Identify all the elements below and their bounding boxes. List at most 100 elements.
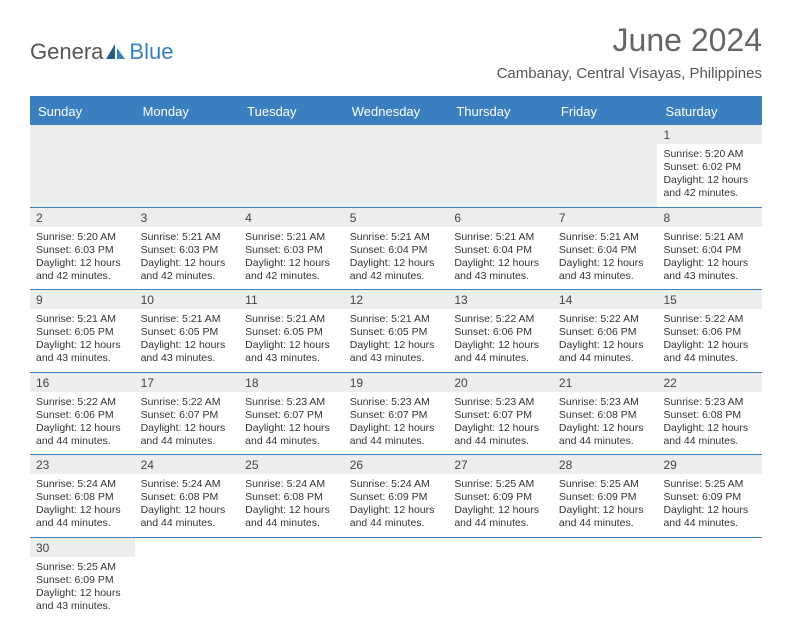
week-body: Sunrise: 5:21 AMSunset: 6:05 PMDaylight:… bbox=[30, 309, 762, 372]
calendar-cell: Sunrise: 5:23 AMSunset: 6:07 PMDaylight:… bbox=[344, 392, 449, 455]
day-number: 17 bbox=[135, 373, 240, 392]
day-header: Sunday bbox=[30, 98, 135, 125]
week-body: Sunrise: 5:25 AMSunset: 6:09 PMDaylight:… bbox=[30, 557, 762, 619]
sunrise-text: Sunrise: 5:21 AM bbox=[559, 231, 652, 244]
calendar-cell: Sunrise: 5:23 AMSunset: 6:08 PMDaylight:… bbox=[553, 392, 658, 455]
sunrise-text: Sunrise: 5:21 AM bbox=[454, 231, 547, 244]
sunset-text: Sunset: 6:08 PM bbox=[663, 409, 756, 422]
daylight-text: Daylight: 12 hours bbox=[350, 257, 443, 270]
day-number-row: 23242526272829 bbox=[30, 455, 762, 474]
sunset-text: Sunset: 6:07 PM bbox=[141, 409, 234, 422]
sunset-text: Sunset: 6:05 PM bbox=[350, 326, 443, 339]
day-number: 10 bbox=[135, 290, 240, 309]
calendar-cell: Sunrise: 5:21 AMSunset: 6:04 PMDaylight:… bbox=[657, 227, 762, 290]
sunrise-text: Sunrise: 5:21 AM bbox=[141, 313, 234, 326]
daylight-text: Daylight: 12 hours bbox=[559, 504, 652, 517]
sunrise-text: Sunrise: 5:24 AM bbox=[36, 478, 129, 491]
daylight-text: Daylight: 12 hours bbox=[663, 174, 756, 187]
sunrise-text: Sunrise: 5:25 AM bbox=[663, 478, 756, 491]
day-number bbox=[448, 538, 553, 557]
calendar-cell bbox=[135, 557, 240, 619]
sunset-text: Sunset: 6:08 PM bbox=[559, 409, 652, 422]
day-number: 30 bbox=[30, 538, 135, 557]
sunrise-text: Sunrise: 5:21 AM bbox=[36, 313, 129, 326]
sunrise-text: Sunrise: 5:25 AM bbox=[454, 478, 547, 491]
day-number: 21 bbox=[553, 373, 658, 392]
logo-text-2: Blue bbox=[129, 39, 173, 65]
sunset-text: Sunset: 6:04 PM bbox=[663, 244, 756, 257]
calendar-cell: Sunrise: 5:21 AMSunset: 6:05 PMDaylight:… bbox=[344, 309, 449, 372]
sunset-text: Sunset: 6:08 PM bbox=[245, 491, 338, 504]
daylight-text: Daylight: 12 hours bbox=[559, 422, 652, 435]
daylight-text: Daylight: 12 hours bbox=[350, 339, 443, 352]
sunrise-text: Sunrise: 5:20 AM bbox=[36, 231, 129, 244]
sunrise-text: Sunrise: 5:23 AM bbox=[663, 396, 756, 409]
sunrise-text: Sunrise: 5:21 AM bbox=[141, 231, 234, 244]
day-number-row: 1 bbox=[30, 125, 762, 144]
daylight-text-2: and 42 minutes. bbox=[663, 187, 756, 200]
daylight-text: Daylight: 12 hours bbox=[141, 257, 234, 270]
daylight-text: Daylight: 12 hours bbox=[559, 339, 652, 352]
calendar-cell: Sunrise: 5:21 AMSunset: 6:05 PMDaylight:… bbox=[239, 309, 344, 372]
day-number: 18 bbox=[239, 373, 344, 392]
sunset-text: Sunset: 6:09 PM bbox=[454, 491, 547, 504]
sunset-text: Sunset: 6:09 PM bbox=[663, 491, 756, 504]
calendar-cell: Sunrise: 5:24 AMSunset: 6:08 PMDaylight:… bbox=[135, 474, 240, 537]
calendar: SundayMondayTuesdayWednesdayThursdayFrid… bbox=[30, 96, 762, 619]
daylight-text-2: and 44 minutes. bbox=[454, 352, 547, 365]
sunrise-text: Sunrise: 5:22 AM bbox=[141, 396, 234, 409]
day-number bbox=[344, 125, 449, 144]
daylight-text: Daylight: 12 hours bbox=[141, 422, 234, 435]
location-subtitle: Cambanay, Central Visayas, Philippines bbox=[497, 65, 762, 82]
day-number-row: 2345678 bbox=[30, 208, 762, 227]
daylight-text: Daylight: 12 hours bbox=[350, 504, 443, 517]
sunrise-text: Sunrise: 5:24 AM bbox=[245, 478, 338, 491]
day-number: 4 bbox=[239, 208, 344, 227]
calendar-cell bbox=[448, 144, 553, 207]
sunset-text: Sunset: 6:05 PM bbox=[141, 326, 234, 339]
day-number bbox=[30, 125, 135, 144]
daylight-text-2: and 43 minutes. bbox=[559, 270, 652, 283]
day-number: 2 bbox=[30, 208, 135, 227]
sunset-text: Sunset: 6:03 PM bbox=[245, 244, 338, 257]
calendar-cell: Sunrise: 5:24 AMSunset: 6:08 PMDaylight:… bbox=[30, 474, 135, 537]
sunrise-text: Sunrise: 5:22 AM bbox=[36, 396, 129, 409]
daylight-text: Daylight: 12 hours bbox=[36, 339, 129, 352]
sunset-text: Sunset: 6:09 PM bbox=[350, 491, 443, 504]
day-header-row: SundayMondayTuesdayWednesdayThursdayFrid… bbox=[30, 98, 762, 125]
daylight-text: Daylight: 12 hours bbox=[245, 339, 338, 352]
daylight-text: Daylight: 12 hours bbox=[245, 504, 338, 517]
calendar-cell: Sunrise: 5:21 AMSunset: 6:05 PMDaylight:… bbox=[30, 309, 135, 372]
day-number: 7 bbox=[553, 208, 658, 227]
sunrise-text: Sunrise: 5:24 AM bbox=[350, 478, 443, 491]
calendar-cell: Sunrise: 5:22 AMSunset: 6:06 PMDaylight:… bbox=[657, 309, 762, 372]
sunrise-text: Sunrise: 5:25 AM bbox=[36, 561, 129, 574]
daylight-text: Daylight: 12 hours bbox=[454, 339, 547, 352]
daylight-text-2: and 44 minutes. bbox=[454, 517, 547, 530]
daylight-text: Daylight: 12 hours bbox=[663, 339, 756, 352]
daylight-text-2: and 43 minutes. bbox=[36, 352, 129, 365]
sunset-text: Sunset: 6:05 PM bbox=[36, 326, 129, 339]
calendar-cell bbox=[239, 557, 344, 619]
sunset-text: Sunset: 6:04 PM bbox=[454, 244, 547, 257]
daylight-text: Daylight: 12 hours bbox=[36, 504, 129, 517]
calendar-cell bbox=[344, 144, 449, 207]
day-number: 25 bbox=[239, 455, 344, 474]
sunset-text: Sunset: 6:09 PM bbox=[36, 574, 129, 587]
sunrise-text: Sunrise: 5:23 AM bbox=[350, 396, 443, 409]
day-header: Saturday bbox=[657, 98, 762, 125]
day-number bbox=[135, 538, 240, 557]
calendar-cell: Sunrise: 5:25 AMSunset: 6:09 PMDaylight:… bbox=[553, 474, 658, 537]
daylight-text: Daylight: 12 hours bbox=[141, 339, 234, 352]
calendar-cell bbox=[30, 144, 135, 207]
daylight-text: Daylight: 12 hours bbox=[454, 504, 547, 517]
daylight-text-2: and 42 minutes. bbox=[141, 270, 234, 283]
sunrise-text: Sunrise: 5:23 AM bbox=[454, 396, 547, 409]
daylight-text: Daylight: 12 hours bbox=[141, 504, 234, 517]
sunrise-text: Sunrise: 5:22 AM bbox=[663, 313, 756, 326]
daylight-text: Daylight: 12 hours bbox=[36, 587, 129, 600]
sunset-text: Sunset: 6:06 PM bbox=[559, 326, 652, 339]
day-number: 27 bbox=[448, 455, 553, 474]
calendar-cell: Sunrise: 5:21 AMSunset: 6:05 PMDaylight:… bbox=[135, 309, 240, 372]
daylight-text-2: and 44 minutes. bbox=[559, 517, 652, 530]
